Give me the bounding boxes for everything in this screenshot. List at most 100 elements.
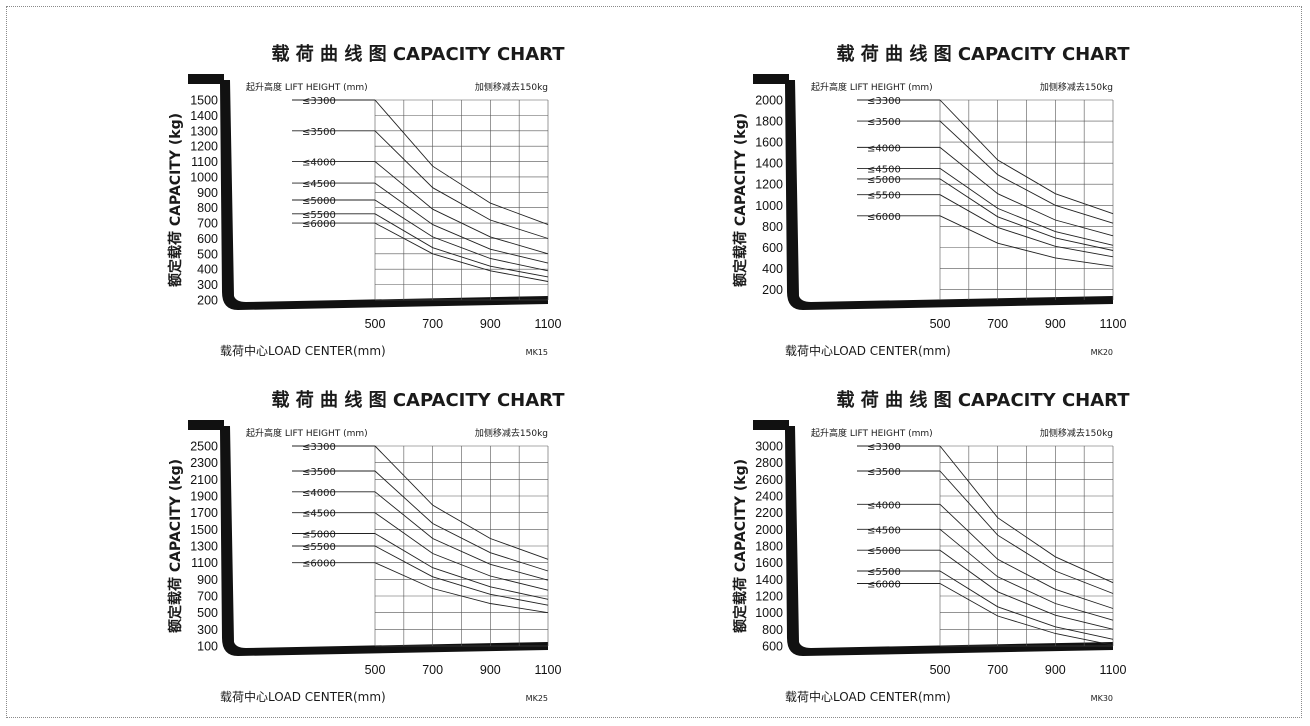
capacity-chart-mk25: 载 荷 曲 线 图 CAPACITY CHART 起升高度 LIFT HEIGHT… [167, 389, 565, 704]
y-tick-label: 2600 [755, 473, 783, 487]
series-curve [939, 528, 1114, 621]
series-curve [374, 182, 549, 264]
capacity-chart-panel: 载 荷 曲 线 图 CAPACITY CHART 起升高度 LIFT HEIGHT… [160, 384, 720, 714]
series-label: ≤5000 [867, 546, 901, 557]
series-label: ≤3500 [302, 467, 336, 478]
series-curve [374, 545, 549, 606]
y-tick-label: 1500 [190, 94, 218, 108]
y-tick-label: 300 [197, 278, 218, 292]
lift-height-label: 起升高度 LIFT HEIGHT (mm) [246, 81, 368, 93]
x-tick-label: 900 [1045, 317, 1066, 331]
chart-title: 载 荷 曲 线 图 CAPACITY CHART [837, 43, 1131, 65]
capacity-chart-panel: 载 荷 曲 线 图 CAPACITY CHART 起升高度 LIFT HEIGHT… [725, 384, 1285, 714]
series-curve [374, 99, 549, 226]
lift-height-label: 起升高度 LIFT HEIGHT (mm) [811, 427, 933, 439]
y-tick-label: 1400 [755, 573, 783, 587]
y-tick-label: 400 [762, 262, 783, 276]
series-curve [374, 130, 549, 239]
y-tick-label: 3000 [755, 440, 783, 454]
y-tick-label: 1800 [755, 115, 783, 129]
x-tick-label: 500 [930, 317, 951, 331]
y-tick-label: 600 [762, 640, 783, 654]
series-label: ≤4000 [302, 488, 336, 499]
model-code: MK30 [1091, 694, 1113, 703]
y-tick-label: 300 [197, 623, 218, 637]
y-tick-label: 1400 [190, 109, 218, 123]
side-shift-note: 加侧移减去150kg [1040, 81, 1113, 93]
series-curve [939, 215, 1114, 267]
x-tick-label: 500 [365, 317, 386, 331]
series-label: ≤5500 [867, 567, 901, 578]
series-label: ≤5500 [867, 191, 901, 202]
y-tick-label: 100 [197, 640, 218, 654]
x-tick-label: 700 [987, 663, 1008, 677]
y-tick-label: 2000 [755, 94, 783, 108]
series-label: ≤3300 [302, 442, 336, 453]
x-tick-label: 1100 [1100, 663, 1127, 677]
page-frame [6, 6, 1302, 718]
y-tick-label: 1200 [755, 178, 783, 192]
series-label: ≤3500 [302, 127, 336, 138]
series-label: ≤3300 [302, 96, 336, 107]
series-curve [374, 213, 549, 278]
y-tick-label: 1300 [190, 124, 218, 138]
y-tick-label: 900 [197, 186, 218, 200]
side-shift-note: 加侧移减去150kg [475, 427, 548, 439]
y-tick-label: 500 [197, 606, 218, 620]
series-curve [374, 445, 549, 560]
x-tick-label: 1100 [535, 663, 562, 677]
y-tick-label: 1000 [755, 606, 783, 620]
y-tick-label: 200 [762, 283, 783, 297]
series-label: ≤6000 [302, 559, 336, 570]
x-tick-label: 900 [480, 317, 501, 331]
y-tick-label: 1600 [755, 136, 783, 150]
series-curve [374, 222, 549, 282]
y-tick-label: 1800 [755, 540, 783, 554]
series-curve [939, 168, 1114, 246]
series-curve [939, 178, 1114, 251]
x-tick-label: 500 [930, 663, 951, 677]
series-curve [374, 161, 549, 255]
model-code: MK25 [526, 694, 548, 703]
series-label: ≤3500 [867, 117, 901, 128]
series-curve [939, 583, 1114, 646]
lift-height-label: 起升高度 LIFT HEIGHT (mm) [246, 427, 368, 439]
capacity-chart-panel: 载 荷 曲 线 图 CAPACITY CHART 起升高度 LIFT HEIGHT… [160, 38, 720, 368]
series-label: ≤5000 [867, 175, 901, 186]
y-tick-label: 2300 [190, 456, 218, 470]
y-tick-label: 500 [197, 247, 218, 261]
y-tick-label: 800 [197, 201, 218, 215]
series-label: ≤4000 [302, 158, 336, 169]
y-tick-label: 600 [762, 241, 783, 255]
side-shift-note: 加侧移减去150kg [1040, 427, 1113, 439]
y-tick-label: 900 [197, 573, 218, 587]
y-tick-label: 400 [197, 263, 218, 277]
series-label: ≤6000 [302, 219, 336, 230]
y-tick-label: 1300 [190, 540, 218, 554]
y-tick-label: 700 [197, 217, 218, 231]
series-label: ≤5000 [302, 196, 336, 207]
fork-shape [188, 420, 548, 656]
series-curve [374, 512, 549, 591]
y-tick-label: 1100 [191, 556, 218, 570]
series-label: ≤3300 [867, 96, 901, 107]
y-tick-label: 2100 [190, 473, 218, 487]
x-axis-label: 载荷中心LOAD CENTER(mm) [785, 689, 951, 704]
x-tick-label: 700 [422, 663, 443, 677]
y-tick-label: 200 [197, 294, 218, 308]
series-curve [374, 562, 549, 614]
x-axis-label: 载荷中心LOAD CENTER(mm) [220, 343, 386, 358]
y-tick-label: 1000 [755, 199, 783, 213]
series-curve [374, 491, 549, 581]
side-shift-note: 加侧移减去150kg [475, 81, 548, 93]
series-curve [939, 445, 1114, 584]
series-label: ≤6000 [867, 212, 901, 223]
x-axis-label: 载荷中心LOAD CENTER(mm) [220, 689, 386, 704]
y-tick-label: 700 [197, 590, 218, 604]
series-curve [939, 99, 1114, 215]
lift-height-label: 起升高度 LIFT HEIGHT (mm) [811, 81, 933, 93]
y-tick-label: 2200 [755, 506, 783, 520]
series-label: ≤6000 [867, 580, 901, 591]
y-tick-label: 1200 [190, 140, 218, 154]
capacity-chart-mk15: 载 荷 曲 线 图 CAPACITY CHART 起升高度 LIFT HEIGHT… [167, 43, 565, 358]
